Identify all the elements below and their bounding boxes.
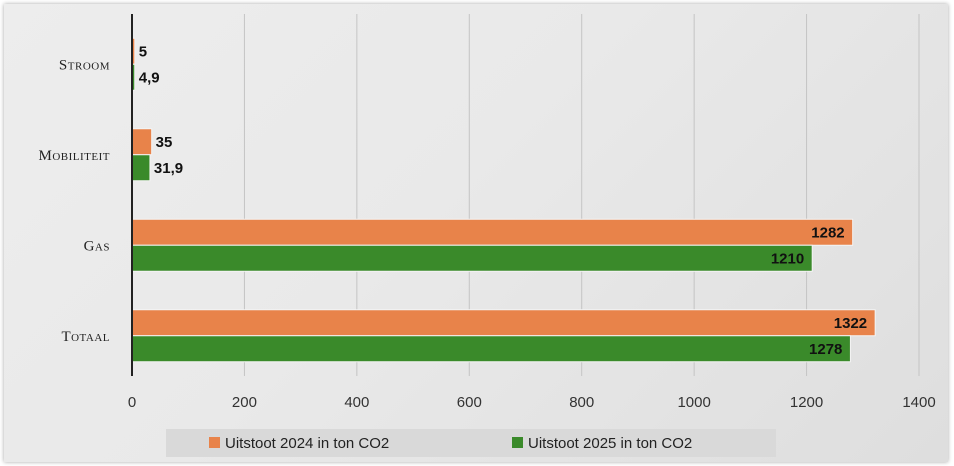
data-label: 4,9 [139,69,160,86]
x-tick-label: 800 [569,394,594,411]
data-label: 1278 [809,341,842,358]
legend-box [166,429,776,457]
category-label: Mobiliteit [39,148,110,164]
data-label: 1210 [771,250,804,267]
x-tick-label: 1400 [902,394,935,411]
data-label: 5 [139,43,147,60]
bar-2024-totaal [131,309,876,337]
category-label: Totaal [61,329,110,345]
category-label: Stroom [59,57,110,73]
legend-label: Uitstoot 2024 in ton CO2 [225,435,389,452]
x-tick-label: 400 [344,394,369,411]
bars [131,37,876,363]
bar-2024-mobiliteit [131,128,153,156]
bar-chart: 0 200 400 600 800 1000 1200 1400 5 4,9 Stroom 35 31,… [39,14,936,457]
gridlines [243,14,920,376]
data-label: 35 [156,134,173,151]
bar-2025-gas [131,244,813,272]
legend-label: Uitstoot 2025 in ton CO2 [528,435,692,452]
data-label: 31,9 [154,160,183,177]
chart-container: 0 200 400 600 800 1000 1200 1400 5 4,9 Stroom 35 31,… [4,4,948,462]
data-label: 1282 [811,224,844,241]
bar-2025-mobiliteit [131,154,151,182]
x-tick-label: 0 [128,394,136,411]
legend-swatch [209,437,220,448]
bar-2024-gas [131,218,854,246]
legend: Uitstoot 2024 in ton CO2 Uitstoot 2025 in… [166,429,776,457]
x-tick-label: 1200 [790,394,823,411]
x-tick-label: 600 [457,394,482,411]
x-tick-label: 200 [232,394,257,411]
bar-2025-totaal [131,335,851,363]
data-label: 1322 [834,315,867,332]
category-label: Gas [84,238,110,254]
legend-swatch [512,437,523,448]
labels: 0 200 400 600 800 1000 1200 1400 5 4,9 Stroom 35 31,… [39,43,936,411]
x-tick-label: 1000 [677,394,710,411]
